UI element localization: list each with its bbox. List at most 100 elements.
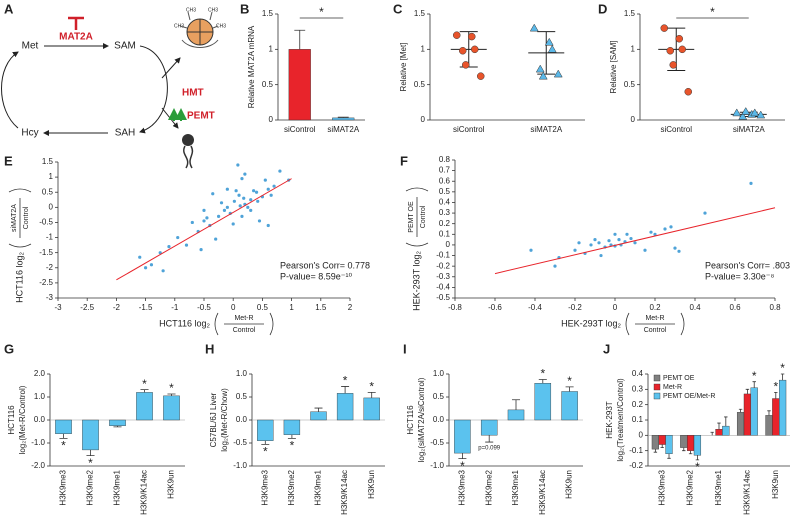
point xyxy=(577,241,581,245)
x-tick-label: siControl xyxy=(660,125,692,134)
y-tick-label: 1.5 xyxy=(262,9,274,18)
error-bar xyxy=(367,392,376,398)
y-axis-label: Relative [SAM] xyxy=(609,41,618,94)
bar xyxy=(772,398,780,436)
bracket xyxy=(405,242,429,247)
x-tick-label: siMAT2A xyxy=(733,125,766,134)
axis-label-text: Met-R xyxy=(645,315,664,322)
x-tick-label: H3K9me3 xyxy=(458,469,467,505)
x-tick-label: 0.6 xyxy=(729,303,741,312)
methyl: CH3 xyxy=(186,7,196,13)
x-tick-label: H3K9/K14ac xyxy=(340,470,349,515)
bar xyxy=(651,435,659,450)
bar xyxy=(722,425,730,436)
error-bar xyxy=(511,399,521,410)
y-tick-label: -2.0 xyxy=(31,461,45,470)
bar xyxy=(658,435,666,445)
point xyxy=(597,241,601,245)
point xyxy=(684,87,692,96)
bar xyxy=(257,419,274,441)
point xyxy=(252,189,256,193)
panel-label: B xyxy=(240,1,249,16)
point xyxy=(553,69,563,78)
bar xyxy=(736,412,745,436)
enzyme: MAT2A xyxy=(59,32,93,43)
significance: * xyxy=(169,381,174,395)
point xyxy=(538,71,548,80)
x-tick-label: -1.5 xyxy=(139,303,153,312)
legend-label: Met-R xyxy=(663,384,682,391)
arrow xyxy=(161,57,181,79)
y-tick-label: -0.5 xyxy=(430,438,444,447)
error-bar xyxy=(113,425,122,428)
y-tick-label: 0.6 xyxy=(439,176,451,185)
x-tick-label: H3K9/K14ac xyxy=(140,470,149,515)
point xyxy=(593,238,597,242)
significance: * xyxy=(710,5,715,19)
point xyxy=(678,45,686,54)
y-tick-label: -1 xyxy=(46,233,54,242)
y-tick-label: 0.0 xyxy=(433,415,445,424)
bar xyxy=(534,383,552,421)
y-tick-label: 0.8 xyxy=(439,155,451,164)
y-tick-label: 0 xyxy=(639,430,644,439)
y-tick-label: -0.5 xyxy=(39,218,53,227)
x-tick-label: 0.4 xyxy=(689,303,701,312)
point xyxy=(219,201,224,205)
panel-label: C xyxy=(393,1,403,16)
bracket xyxy=(405,187,429,192)
error-bar xyxy=(294,29,306,50)
y-tick-label: -1.5 xyxy=(39,248,53,257)
error-bar xyxy=(485,435,494,443)
arrow xyxy=(161,107,179,129)
point xyxy=(240,177,244,181)
axis-label-text: HEK-293T log₂ xyxy=(561,318,621,328)
annotation: P-value= 8.59e⁻¹⁰ xyxy=(280,271,353,281)
y-tick-label: 1.0 xyxy=(433,369,445,378)
y-tick-label: 0.5 xyxy=(236,392,248,401)
y-tick-label: -3 xyxy=(46,293,54,302)
x-tick-label: siMAT2A xyxy=(530,125,563,134)
point xyxy=(202,219,206,223)
x-tick-label: H3K9me1 xyxy=(714,469,723,505)
significance: * xyxy=(695,460,700,474)
bar xyxy=(686,435,695,451)
point xyxy=(257,219,262,223)
legend-swatch xyxy=(653,392,661,400)
point xyxy=(184,243,189,247)
error-bar xyxy=(86,449,95,457)
y-tick-label: -2.5 xyxy=(39,278,53,287)
y-axis-label: Relative MAT2A mRNA xyxy=(247,25,256,108)
y-tick-label: 0 xyxy=(631,115,636,124)
node: Met xyxy=(22,41,39,52)
point xyxy=(240,214,244,218)
y-tick-label: 0.5 xyxy=(262,80,274,89)
error-bar xyxy=(752,381,756,388)
bracket xyxy=(269,312,274,336)
x-tick-label: H3K9me1 xyxy=(511,469,520,505)
bracket xyxy=(625,312,630,336)
y-tick-label: -0.5 xyxy=(436,293,450,302)
point xyxy=(190,220,194,225)
point xyxy=(625,232,629,236)
x-tick-label: -2.5 xyxy=(80,303,94,312)
y-tick-label: 0 xyxy=(269,115,274,124)
y-axis-label: C57BL/6J Liver xyxy=(209,392,218,447)
y-tick-label: -0.1 xyxy=(629,446,643,455)
error-bar xyxy=(724,416,728,427)
axis-label: HEK-293T log₂ Met-R Control xyxy=(561,312,685,336)
x-tick-label: -0.2 xyxy=(568,303,582,312)
point xyxy=(149,263,154,267)
point xyxy=(225,205,229,209)
bar xyxy=(336,393,354,421)
x-tick-label: 1.5 xyxy=(315,303,327,312)
point xyxy=(246,205,250,209)
x-tick-label: H3K9un xyxy=(771,470,780,499)
error-bar xyxy=(688,450,693,455)
y-tick-label: -0.5 xyxy=(233,438,247,447)
point xyxy=(732,108,742,117)
bracket xyxy=(8,243,32,248)
bar xyxy=(332,117,355,121)
significance: * xyxy=(369,380,374,394)
